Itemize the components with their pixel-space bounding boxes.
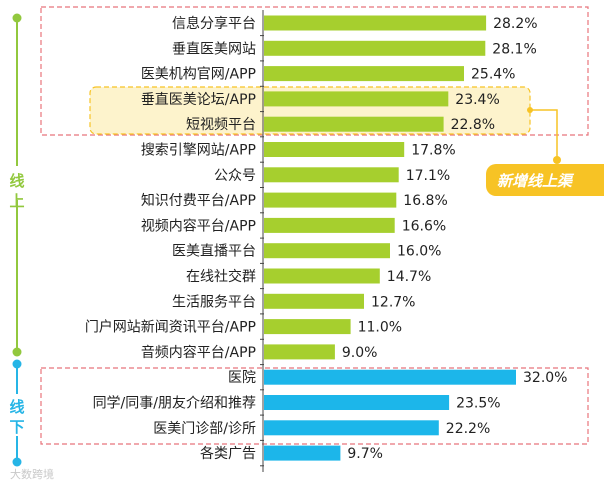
category-label-7: 公众号 <box>214 168 256 184</box>
category-label-18: 各类广告 <box>200 446 256 462</box>
category-label-9: 视频内容平台/APP <box>141 217 256 234</box>
bar-3 <box>264 66 464 82</box>
bar-2 <box>264 40 486 56</box>
category-label-4: 垂直医美论坛/APP <box>141 91 256 108</box>
bar-6 <box>264 142 405 157</box>
bar-12 <box>264 293 364 309</box>
value-label-1: 28.2% <box>493 16 537 32</box>
category-label-14: 音频内容平台/APP <box>141 344 256 361</box>
callout-dot-start <box>527 107 533 113</box>
bar-8 <box>264 192 397 208</box>
callout-text: 新增线上渠 <box>497 172 575 190</box>
category-label-6: 搜索引擎网站/APP <box>141 142 256 159</box>
offline-group-label-2: 下 <box>9 418 24 436</box>
offline-highlight-box <box>40 367 589 445</box>
offline-group-dot-top <box>12 359 22 369</box>
value-label-18: 9.7% <box>347 446 383 462</box>
bar-7 <box>264 167 399 183</box>
bar-14 <box>264 344 335 360</box>
online-group-label-1: 线 <box>9 172 24 190</box>
category-label-12: 生活服务平台 <box>172 294 256 310</box>
value-label-3: 25.4% <box>471 67 515 83</box>
value-label-2: 28.1% <box>492 41 536 57</box>
offline-group-dot-bottom <box>12 457 22 467</box>
category-label-1: 信息分享平台 <box>172 15 256 32</box>
category-label-11: 在线社交群 <box>186 268 256 285</box>
watermark: 大数跨境 <box>10 467 54 481</box>
category-label-5: 短视频平台 <box>186 117 256 133</box>
value-label-9: 16.6% <box>402 218 446 234</box>
value-label-17: 22.2% <box>446 421 490 437</box>
value-label-10: 16.0% <box>397 244 441 260</box>
bar-9 <box>264 217 395 233</box>
category-label-8: 知识付费平台/APP <box>141 192 256 209</box>
value-label-7: 17.1% <box>406 168 450 184</box>
category-label-13: 门户网站新闻资讯平台/APP <box>85 319 256 336</box>
value-label-14: 9.0% <box>342 345 378 361</box>
callout-dot-end <box>553 156 561 164</box>
value-label-5: 22.8% <box>451 117 495 133</box>
category-label-15: 医院 <box>228 370 256 386</box>
value-label-15: 32.0% <box>523 370 567 386</box>
bar-18 <box>264 445 341 461</box>
bar-16 <box>264 395 450 410</box>
online-group-label-2: 上 <box>9 192 24 210</box>
online-highlight-box <box>40 6 589 136</box>
online-group-dot-top <box>12 13 22 23</box>
value-label-12: 12.7% <box>371 294 415 310</box>
online-group-dot-bottom <box>12 347 22 357</box>
bar-13 <box>264 319 351 335</box>
bar-5 <box>264 116 444 132</box>
offline-group-label-1: 线 <box>9 398 24 416</box>
value-label-6: 17.8% <box>411 143 455 159</box>
value-label-16: 23.5% <box>456 396 500 412</box>
value-label-11: 14.7% <box>387 269 431 285</box>
callout-connector <box>530 109 558 160</box>
bar-15 <box>264 369 516 385</box>
category-label-16: 同学/同事/朋友介绍和推荐 <box>93 396 256 412</box>
bar-10 <box>264 243 390 259</box>
category-label-17: 医美门诊部/诊所 <box>153 421 256 437</box>
category-label-2: 垂直医美网站 <box>172 40 256 57</box>
category-label-10: 医美直播平台 <box>172 243 256 260</box>
value-label-8: 16.8% <box>403 193 447 209</box>
value-label-4: 23.4% <box>455 92 499 108</box>
value-label-13: 11.0% <box>358 320 402 336</box>
bar-4 <box>264 91 449 107</box>
bar-11 <box>264 268 380 284</box>
callout-bubble <box>486 164 604 196</box>
category-label-3: 医美机构官网/APP <box>141 67 256 83</box>
bar-17 <box>264 420 439 436</box>
bars-group: 信息分享平台 28.2% 垂直医美网站 28.1% 医美机构官网/APP 25.4% 垂直医… <box>85 15 567 467</box>
bar-1 <box>264 15 487 31</box>
